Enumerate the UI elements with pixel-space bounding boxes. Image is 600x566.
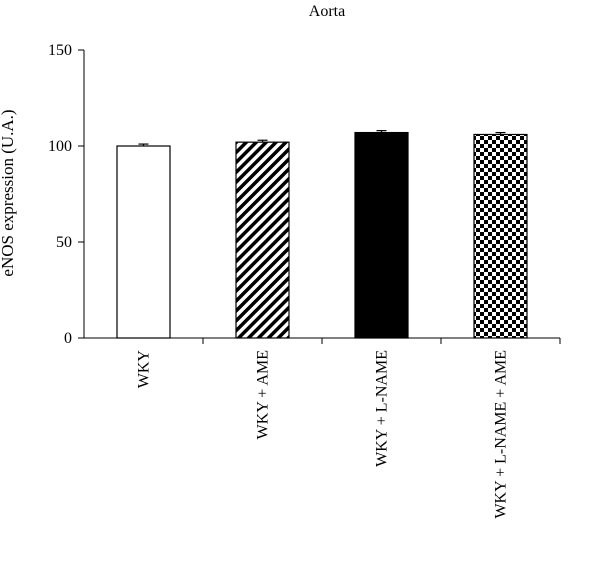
chart-title: Aorta	[309, 3, 345, 20]
x-category-label: WKY	[136, 350, 153, 389]
y-axis-label: eNOS expression (U.A.)	[0, 109, 17, 276]
bar	[354, 131, 409, 339]
bar	[235, 141, 290, 339]
x-category-label: WKY + AME	[255, 350, 272, 439]
y-tick-label: 0	[64, 330, 72, 347]
bar	[473, 133, 528, 339]
x-category-label: WKY + L-NAME + AME	[493, 350, 510, 519]
y-tick-label: 150	[48, 42, 72, 59]
plot-area: 0 50 100 150 WKY WKY + AME WKY + L-NAME WKY + L…	[48, 42, 561, 519]
bar	[116, 145, 171, 339]
y-tick-label: 50	[56, 234, 72, 251]
x-category-label: WKY + L-NAME	[374, 350, 391, 467]
y-tick-label: 100	[48, 138, 72, 155]
